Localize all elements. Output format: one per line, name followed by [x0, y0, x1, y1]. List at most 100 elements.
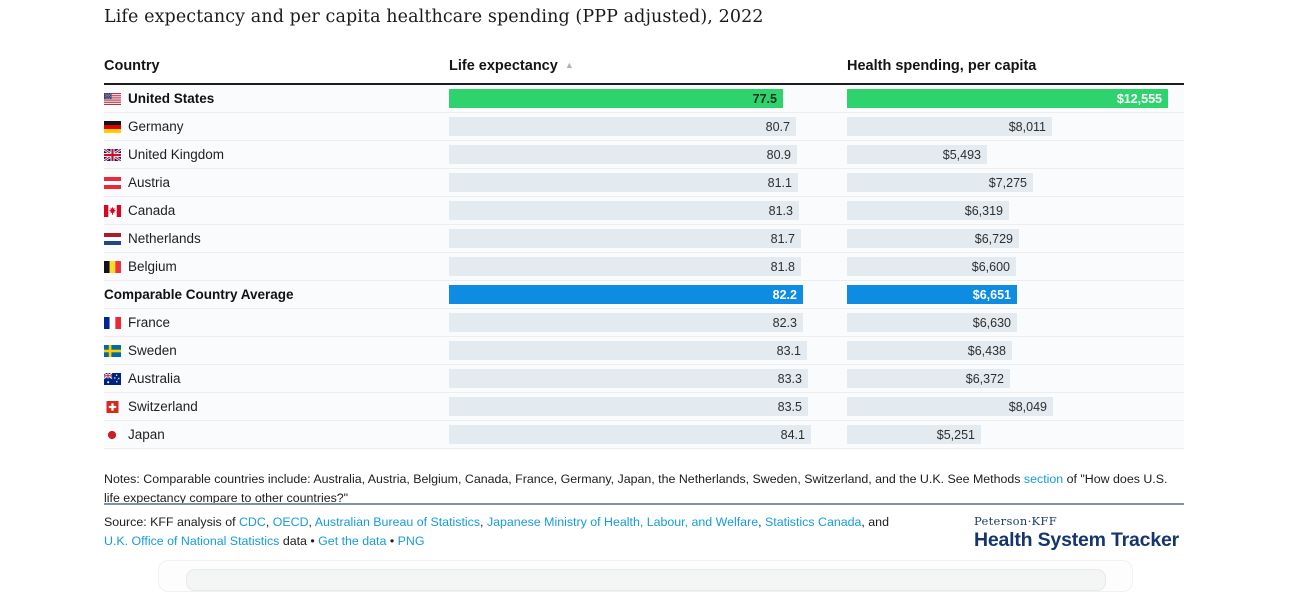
source-link[interactable]: U.K. Office of National Statistics — [104, 534, 280, 548]
text-segment: , — [758, 515, 765, 529]
health-spending-bar[interactable]: $12,555 — [847, 89, 1168, 108]
text-segment: • — [386, 534, 398, 548]
health-spending-bar[interactable]: $6,630 — [847, 313, 1017, 332]
health-spending-value: $6,729 — [974, 231, 1013, 246]
health-spending-value: $6,600 — [971, 259, 1010, 274]
health-spending-bar[interactable]: $8,049 — [847, 397, 1053, 416]
text-segment: Source: KFF analysis of — [104, 515, 239, 529]
life-expectancy-bar[interactable]: 77.5 — [449, 89, 783, 108]
germany-flag-icon — [104, 120, 121, 133]
life-expectancy-bar[interactable]: 82.3 — [449, 313, 803, 332]
text-segment: , — [308, 515, 315, 529]
chart-title: Life expectancy and per capita healthcar… — [104, 7, 764, 27]
source-link[interactable]: CDC — [238, 515, 266, 529]
health-spending-cell: $5,251 — [847, 425, 1184, 444]
country-name: Japan — [128, 427, 165, 442]
life-expectancy-bar[interactable]: 83.5 — [449, 397, 808, 416]
source-link[interactable]: Get the data — [318, 534, 387, 548]
health-spending-bar[interactable]: $7,275 — [847, 173, 1033, 192]
text-segment: of "How does U.S. life expectancy compar… — [104, 472, 1168, 505]
table-row: Sweden 83.1 $6,438 — [104, 337, 1184, 365]
table-row: United States 77.5 $12,555 — [104, 85, 1184, 113]
country-name: Germany — [128, 119, 184, 134]
life-expectancy-value: 83.5 — [777, 399, 802, 414]
us-flag-icon — [104, 92, 121, 105]
source-link[interactable]: OECD — [272, 515, 309, 529]
life-expectancy-bar[interactable]: 81.3 — [449, 201, 799, 220]
life-expectancy-value: 80.7 — [765, 119, 790, 134]
health-spending-bar[interactable]: $5,251 — [847, 425, 981, 444]
health-spending-bar[interactable]: $5,493 — [847, 145, 987, 164]
life-expectancy-bar[interactable]: 84.1 — [449, 425, 811, 444]
health-spending-bar[interactable]: $6,372 — [847, 369, 1010, 388]
life-expectancy-value: 82.2 — [772, 287, 797, 302]
logo-health-system-tracker: Health System Tracker — [974, 529, 1179, 551]
health-spending-bar[interactable]: $6,651 — [847, 285, 1017, 304]
life-expectancy-cell: 83.1 — [449, 341, 847, 360]
health-spending-bar[interactable]: $6,319 — [847, 201, 1009, 220]
life-expectancy-value: 77.5 — [752, 91, 777, 106]
table-row: Belgium 81.8 $6,600 — [104, 253, 1184, 281]
country-cell: France — [104, 315, 449, 330]
country-cell: Australia — [104, 371, 449, 386]
health-spending-cell: $6,600 — [847, 257, 1184, 276]
health-spending-bar[interactable]: $6,600 — [847, 257, 1016, 276]
table-row: Australia 83.3 $6,372 — [104, 365, 1184, 393]
health-spending-value: $6,651 — [972, 287, 1011, 302]
life-expectancy-cell: 83.5 — [449, 397, 847, 416]
country-cell: United Kingdom — [104, 147, 449, 162]
column-header-life-expectancy[interactable]: Life expectancy ▲ — [449, 58, 574, 74]
life-expectancy-bar[interactable]: 80.7 — [449, 117, 796, 136]
life-expectancy-bar[interactable]: 80.9 — [449, 145, 797, 164]
source-link[interactable]: Australian Bureau of Statistics — [314, 515, 481, 529]
country-cell: Sweden — [104, 343, 449, 358]
health-spending-bar[interactable]: $6,729 — [847, 229, 1019, 248]
life-expectancy-bar[interactable]: 81.7 — [449, 229, 801, 248]
country-name: United Kingdom — [128, 147, 225, 162]
health-spending-value: $6,438 — [967, 343, 1006, 358]
logo-peterson-kff: Peterson·KFF — [974, 514, 1057, 528]
life-expectancy-value: 84.1 — [780, 427, 805, 442]
life-expectancy-bar[interactable]: 81.8 — [449, 257, 801, 276]
health-spending-value: $8,049 — [1008, 399, 1047, 414]
life-expectancy-value: 80.9 — [766, 147, 791, 162]
health-spending-value: $6,630 — [972, 315, 1011, 330]
life-expectancy-bar[interactable]: 81.1 — [449, 173, 798, 192]
netherlands-flag-icon — [104, 232, 121, 245]
country-name: Austria — [128, 175, 171, 190]
source-link[interactable]: Statistics Canada — [764, 515, 862, 529]
canada-flag-icon — [104, 204, 121, 217]
country-cell: Switzerland — [104, 399, 449, 414]
country-cell: Japan — [104, 427, 449, 442]
life-expectancy-bar[interactable]: 83.1 — [449, 341, 807, 360]
health-spending-bar[interactable]: $6,438 — [847, 341, 1012, 360]
life-expectancy-cell: 84.1 — [449, 425, 847, 444]
life-expectancy-cell: 81.3 — [449, 201, 847, 220]
life-expectancy-cell: 83.3 — [449, 369, 847, 388]
sort-ascending-icon[interactable]: ▲ — [564, 60, 574, 70]
country-cell: Belgium — [104, 259, 449, 274]
health-spending-value: $12,555 — [1116, 91, 1162, 106]
life-expectancy-cell: 82.3 — [449, 313, 847, 332]
table-row: Japan 84.1 $5,251 — [104, 421, 1184, 449]
country-name: Switzerland — [128, 399, 198, 414]
footer-divider — [104, 503, 1184, 505]
france-flag-icon — [104, 316, 121, 329]
source-link[interactable]: PNG — [397, 534, 425, 548]
health-spending-cell: $6,630 — [847, 313, 1184, 332]
health-system-tracker-logo[interactable]: Peterson·KFF Health System Tracker — [974, 514, 1184, 552]
text-segment: , — [265, 515, 273, 529]
column-header-health-spending[interactable]: Health spending, per capita — [847, 58, 1037, 74]
life-expectancy-value: 81.7 — [770, 231, 795, 246]
health-spending-bar[interactable]: $8,011 — [847, 117, 1052, 136]
methods-section-link[interactable]: section — [1023, 472, 1064, 486]
health-spending-value: $6,319 — [964, 203, 1003, 218]
country-name: France — [128, 315, 171, 330]
next-card-peek-inner — [186, 569, 1106, 591]
life-expectancy-bar[interactable]: 83.3 — [449, 369, 808, 388]
source-link[interactable]: Japanese Ministry of Health, Labour, and… — [486, 515, 759, 529]
health-spending-value: $8,011 — [1008, 119, 1046, 134]
health-spending-cell: $8,049 — [847, 397, 1184, 416]
table-row: Switzerland 83.5 $8,049 — [104, 393, 1184, 421]
life-expectancy-bar[interactable]: 82.2 — [449, 285, 803, 304]
